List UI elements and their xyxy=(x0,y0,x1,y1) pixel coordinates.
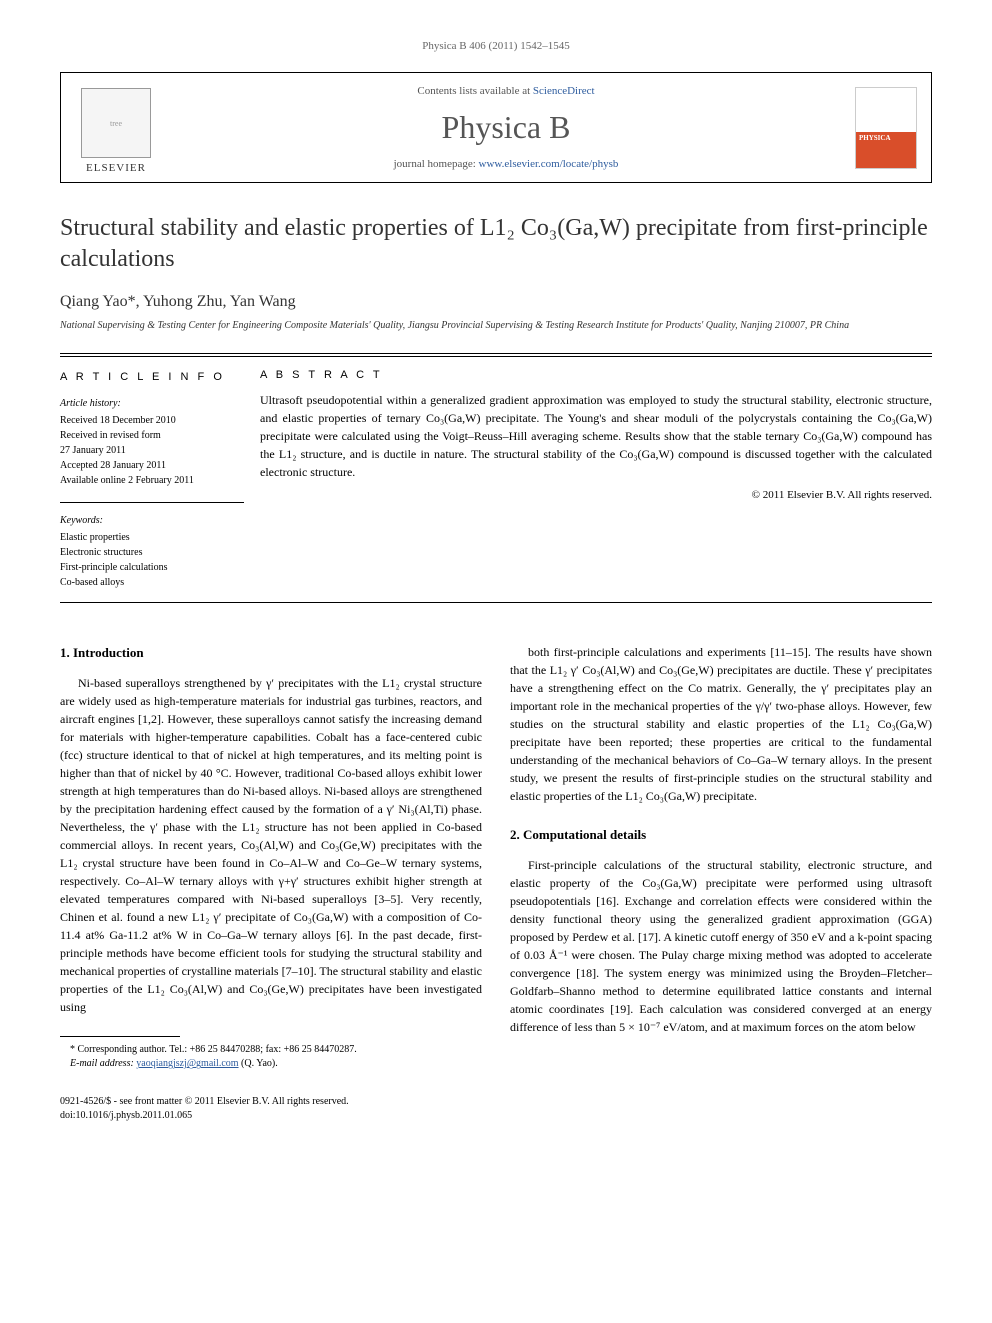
cover-thumbnail: PHYSICA xyxy=(855,87,917,169)
keywords-block: Keywords: Elastic properties Electronic … xyxy=(60,502,244,590)
left-column: 1. Introduction Ni-based superalloys str… xyxy=(60,643,482,1072)
cover-label: PHYSICA xyxy=(859,134,891,142)
right-column: both first-principle calculations and ex… xyxy=(510,643,932,1072)
article-title: Structural stability and elastic propert… xyxy=(60,213,932,275)
abstract-column: A B S T R A C T Ultrasoft pseudopotentia… xyxy=(260,356,932,602)
intro-paragraph-2: both first-principle calculations and ex… xyxy=(510,643,932,805)
history-label: Article history: xyxy=(60,396,244,411)
journal-cover: PHYSICA xyxy=(841,73,931,182)
keyword: Co-based alloys xyxy=(60,575,244,590)
received-date: Received 18 December 2010 xyxy=(60,413,244,428)
abstract-heading: A B S T R A C T xyxy=(260,369,932,381)
homepage-line: journal homepage: www.elsevier.com/locat… xyxy=(394,158,619,170)
accepted-date: Accepted 28 January 2011 xyxy=(60,458,244,473)
revised-label: Received in revised form xyxy=(60,428,244,443)
email-suffix: (Q. Yao). xyxy=(239,1058,278,1069)
footnote-separator xyxy=(60,1036,180,1037)
computational-heading: 2. Computational details xyxy=(510,825,932,845)
computational-paragraph-1: First-principle calculations of the stru… xyxy=(510,856,932,1036)
affiliation: National Supervising & Testing Center fo… xyxy=(60,319,932,333)
info-abstract-row: A R T I C L E I N F O Article history: R… xyxy=(60,353,932,603)
author-email-link[interactable]: yaoqiangjszj@gmail.com xyxy=(136,1058,238,1069)
intro-heading: 1. Introduction xyxy=(60,643,482,663)
doi-line: doi:10.1016/j.physb.2011.01.065 xyxy=(60,1109,349,1123)
elsevier-logo: tree ELSEVIER xyxy=(61,73,171,182)
contents-prefix: Contents lists available at xyxy=(417,85,532,97)
keyword: Elastic properties xyxy=(60,530,244,545)
keyword: Electronic structures xyxy=(60,545,244,560)
abstract-text: Ultrasoft pseudopotential within a gener… xyxy=(260,391,932,481)
article-info: A R T I C L E I N F O Article history: R… xyxy=(60,356,260,602)
authors: Qiang Yao*, Yuhong Zhu, Yan Wang xyxy=(60,293,932,311)
sciencedirect-link[interactable]: ScienceDirect xyxy=(533,85,595,97)
keywords-label: Keywords: xyxy=(60,513,244,528)
page-footer: 0921-4526/$ - see front matter © 2011 El… xyxy=(60,1095,932,1123)
body-columns: 1. Introduction Ni-based superalloys str… xyxy=(60,643,932,1072)
email-label: E-mail address: xyxy=(70,1058,136,1069)
intro-paragraph-1: Ni-based superalloys strengthened by γ′ … xyxy=(60,674,482,1016)
elsevier-tree-icon: tree xyxy=(81,88,151,158)
header-center: Contents lists available at ScienceDirec… xyxy=(171,73,841,182)
online-date: Available online 2 February 2011 xyxy=(60,473,244,488)
footer-left: 0921-4526/$ - see front matter © 2011 El… xyxy=(60,1095,349,1123)
keyword: First-principle calculations xyxy=(60,560,244,575)
email-note: E-mail address: yaoqiangjszj@gmail.com (… xyxy=(60,1057,482,1071)
front-matter-line: 0921-4526/$ - see front matter © 2011 El… xyxy=(60,1095,349,1109)
abstract-copyright: © 2011 Elsevier B.V. All rights reserved… xyxy=(260,489,932,501)
homepage-prefix: journal homepage: xyxy=(394,158,479,170)
article-info-heading: A R T I C L E I N F O xyxy=(60,369,244,386)
contents-line: Contents lists available at ScienceDirec… xyxy=(417,85,594,97)
revised-date: 27 January 2011 xyxy=(60,443,244,458)
running-head: Physica B 406 (2011) 1542–1545 xyxy=(60,40,932,52)
journal-name: Physica B xyxy=(442,109,571,146)
homepage-link[interactable]: www.elsevier.com/locate/physb xyxy=(479,158,619,170)
corresponding-author-note: * Corresponding author. Tel.: +86 25 844… xyxy=(60,1043,482,1057)
journal-header-box: tree ELSEVIER Contents lists available a… xyxy=(60,72,932,183)
elsevier-label: ELSEVIER xyxy=(86,162,146,174)
